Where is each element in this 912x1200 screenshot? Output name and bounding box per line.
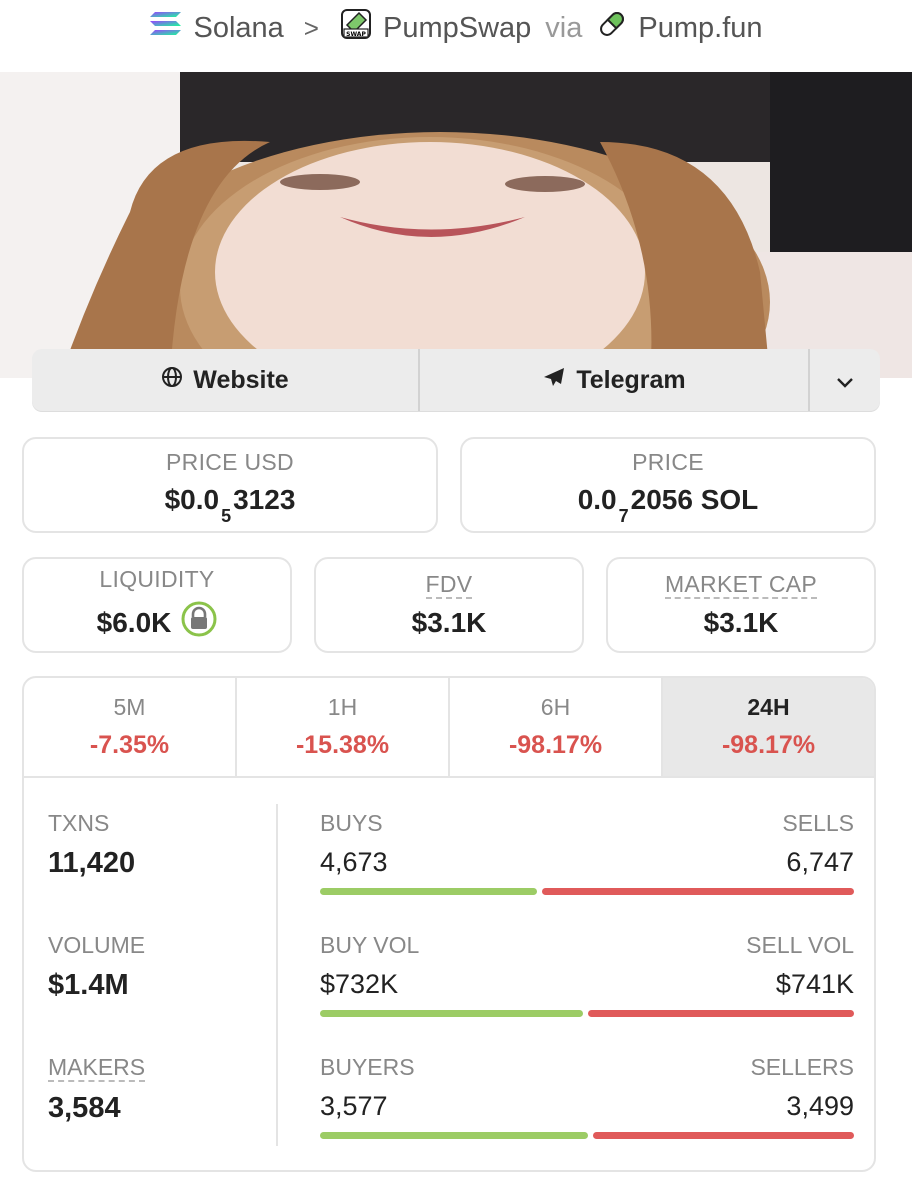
vertical-divider	[276, 804, 278, 1146]
stats-body: TXNS 11,420 VOLUME $1.4M MAKERS 3,584 BU…	[24, 778, 874, 1170]
social-links-bar: Website Telegram	[32, 349, 880, 411]
sells-value: 6,747	[786, 847, 854, 877]
buyers-label: BUYERS	[320, 1054, 415, 1080]
tab-24h[interactable]: 24H -98.17%	[663, 678, 874, 776]
price-usd-card: PRICE USD $0.053123	[22, 437, 438, 533]
tab-change: -7.35%	[89, 731, 170, 759]
fdv-value: $3.1K	[411, 607, 487, 638]
makers-row: BUYERS SELLERS 3,577 3,499	[320, 1054, 854, 1139]
buy-bar	[320, 1010, 583, 1017]
makers-stat: MAKERS 3,584	[48, 1054, 146, 1125]
chain-name: Solana	[193, 11, 284, 44]
tab-label: 1H	[327, 694, 358, 720]
price-native-digits: 2056 SOL	[630, 484, 759, 516]
txns-value: 11,420	[48, 847, 136, 879]
tab-change: -15.38%	[295, 731, 390, 759]
market-cap-card: MARKET CAP $3.1K	[606, 557, 876, 653]
volume-row: BUY VOL SELL VOL $732K $741K	[320, 932, 854, 1017]
buys-value: 4,673	[320, 847, 388, 877]
solana-icon	[149, 10, 183, 46]
makers-bar	[320, 1132, 854, 1139]
buy-vol-value: $732K	[320, 969, 399, 999]
tab-label: 24H	[747, 694, 790, 720]
price-usd-value: $0.053123	[164, 484, 296, 526]
tab-change: -98.17%	[721, 731, 816, 759]
globe-icon	[161, 366, 183, 395]
buyers-value: 3,577	[320, 1091, 388, 1121]
price-usd-label: PRICE USD	[166, 449, 294, 476]
volume-label: VOLUME	[48, 932, 146, 958]
tab-5m[interactable]: 5M -7.35%	[24, 678, 237, 776]
tab-label: 5M	[113, 694, 146, 720]
tab-change: -98.17%	[508, 731, 603, 759]
buy-bar	[320, 1132, 588, 1139]
makers-value: 3,584	[48, 1092, 121, 1124]
liquidity-label: LIQUIDITY	[99, 566, 215, 592]
sellers-value: 3,499	[786, 1091, 854, 1121]
txns-stat: TXNS 11,420	[48, 810, 135, 880]
market-cap-label[interactable]: MARKET CAP	[664, 571, 818, 599]
sell-vol-label: SELL VOL	[746, 932, 854, 958]
sell-bar	[593, 1132, 854, 1139]
price-native-label: PRICE	[632, 449, 704, 476]
launchpad-name: Pump.fun	[638, 11, 763, 44]
via-text: via	[545, 11, 583, 44]
buys-sells-row: BUYS SELLS 4,673 6,747	[320, 810, 854, 895]
sells-label: SELLS	[782, 810, 854, 836]
fdv-card: FDV $3.1K	[314, 557, 584, 653]
price-native-prefix: 0.0	[577, 484, 617, 516]
price-native-zero-count: 7	[618, 505, 629, 526]
svg-text:SWAP: SWAP	[346, 31, 366, 38]
sell-bar	[542, 888, 854, 895]
volume-bar	[320, 1010, 854, 1017]
fdv-label[interactable]: FDV	[425, 571, 473, 599]
price-usd-zero-count: 5	[221, 505, 232, 526]
breadcrumb-chain[interactable]: Solana	[149, 10, 284, 46]
token-banner-image	[0, 72, 912, 378]
buys-label: BUYS	[320, 810, 383, 836]
sell-bar	[588, 1010, 854, 1017]
price-usd-prefix: $0.0	[164, 484, 220, 516]
breadcrumb-launchpad[interactable]: Pump.fun	[596, 8, 763, 48]
liquidity-card: LIQUIDITY $6.0K	[22, 557, 292, 653]
txns-label: TXNS	[48, 810, 110, 836]
chevron-down-icon	[836, 366, 854, 395]
tab-6h[interactable]: 6H -98.17%	[450, 678, 663, 776]
tab-1h[interactable]: 1H -15.38%	[237, 678, 450, 776]
sellers-label: SELLERS	[750, 1054, 854, 1080]
pill-icon	[596, 8, 628, 48]
sell-vol-value: $741K	[775, 969, 854, 999]
buys-sells-bar	[320, 888, 854, 895]
buy-bar	[320, 888, 537, 895]
dex-name: PumpSwap	[382, 11, 532, 44]
lock-icon[interactable]	[181, 601, 217, 644]
telegram-button[interactable]: Telegram	[420, 349, 810, 411]
price-native-card: PRICE 0.072056 SOL	[460, 437, 876, 533]
volume-stat: VOLUME $1.4M	[48, 932, 145, 1002]
tab-label: 6H	[540, 694, 571, 720]
website-button[interactable]: Website	[32, 349, 420, 411]
stats-panel: 5M -7.35% 1H -15.38% 6H -98.17% 24H -98.…	[22, 676, 876, 1172]
timeframe-tabs: 5M -7.35% 1H -15.38% 6H -98.17% 24H -98.…	[24, 678, 874, 778]
send-icon	[542, 366, 566, 395]
breadcrumb-dex[interactable]: SWAP PumpSwap	[339, 7, 531, 49]
price-native-value: 0.072056 SOL	[577, 484, 759, 526]
breadcrumb-separator: >	[303, 12, 319, 43]
makers-label[interactable]: MAKERS	[48, 1054, 146, 1082]
market-cap-value: $3.1K	[703, 607, 779, 638]
buy-vol-label: BUY VOL	[320, 932, 420, 958]
breadcrumb: Solana > SWAP PumpSwap via Pump.fun	[0, 0, 912, 56]
website-label: Website	[193, 365, 289, 394]
more-links-button[interactable]	[810, 349, 880, 411]
pumpswap-icon: SWAP	[339, 7, 373, 49]
volume-value: $1.4M	[48, 969, 129, 1001]
telegram-label: Telegram	[576, 365, 686, 394]
liquidity-value: $6.0K	[96, 606, 172, 638]
price-usd-digits: 3123	[233, 484, 296, 516]
